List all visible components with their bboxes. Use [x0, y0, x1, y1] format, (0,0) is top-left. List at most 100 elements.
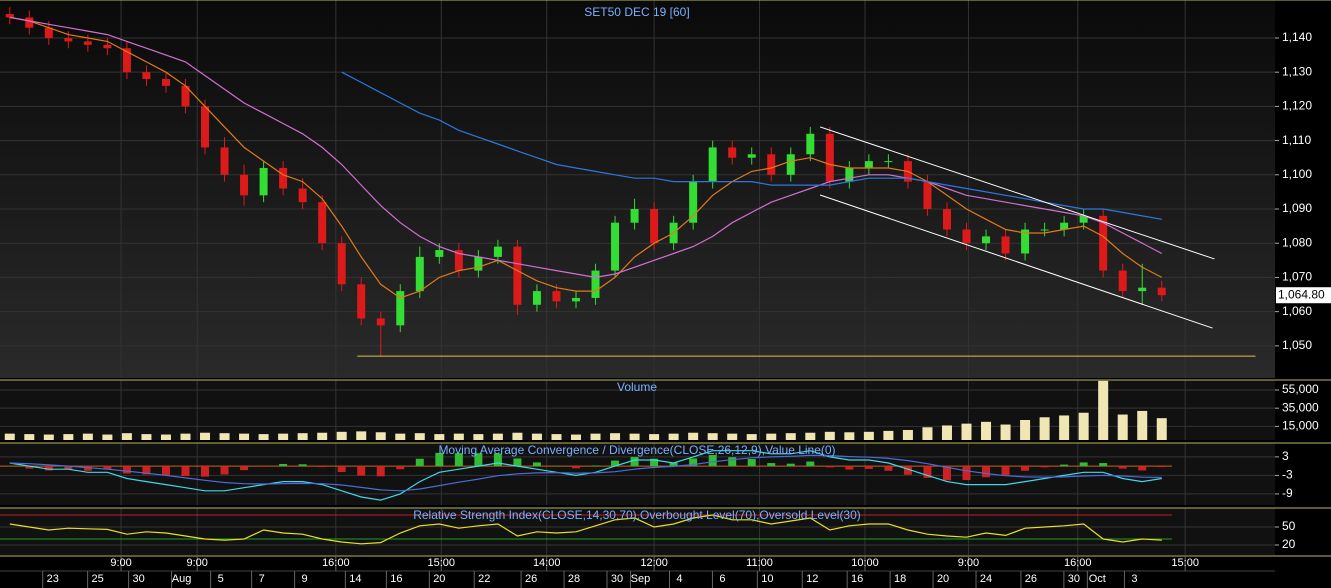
date-tick-label: 26: [1025, 573, 1037, 585]
macd-histogram-bar: [571, 466, 580, 469]
candle-body: [201, 106, 210, 148]
y-tick-label: 1,090: [1282, 201, 1312, 215]
macd-histogram-bar: [1001, 466, 1010, 476]
macd-histogram-bar: [1040, 466, 1049, 468]
macd-histogram-bar: [1138, 466, 1147, 471]
candle-body: [435, 250, 444, 257]
date-tick-label: 5: [218, 573, 224, 585]
date-tick-label: 12: [806, 573, 818, 585]
volume-bar: [531, 433, 542, 440]
ma-line: [9, 514, 1162, 545]
macd-histogram-bar: [923, 466, 932, 478]
macd-histogram-bar: [298, 464, 307, 467]
candle-body: [1118, 270, 1127, 292]
ma-line: [9, 454, 1162, 492]
candle-body: [884, 161, 893, 163]
macd-histogram-bar: [474, 453, 483, 467]
y-tick-label: -9: [1282, 486, 1293, 500]
date-tick-label: Aug: [172, 573, 192, 585]
macd-histogram-bar: [611, 460, 620, 467]
y-tick-label: 1,050: [1282, 338, 1312, 352]
volume-bar: [63, 434, 74, 440]
macd-histogram-bar: [279, 463, 288, 467]
volume-bar: [746, 434, 757, 440]
volume-bar: [180, 433, 191, 440]
y-tick-label: 35,000: [1282, 400, 1319, 414]
panel-title: Relative Strength Index(CLOSE,14,30,70),…: [413, 508, 861, 522]
volume-bar: [1156, 418, 1167, 440]
x-axis-band: [0, 556, 1331, 588]
date-tick-label: 4: [676, 573, 682, 585]
candle-body: [552, 291, 561, 302]
y-tick-label: -3: [1282, 468, 1293, 482]
volume-bar: [707, 433, 718, 440]
volume-bar: [570, 434, 581, 440]
macd-histogram-bar: [942, 466, 951, 481]
macd-panel: [0, 443, 1275, 505]
y-tick-label: 1,100: [1282, 167, 1312, 181]
macd-histogram-bar: [1118, 466, 1127, 469]
time-tick-label: 9:00: [186, 557, 207, 569]
y-tick-label: 1,080: [1282, 235, 1312, 249]
ma-line: [9, 450, 1162, 501]
volume-bar: [1039, 417, 1050, 440]
macd-histogram-bar: [786, 463, 795, 467]
volume-bar: [512, 432, 523, 440]
macd-histogram-bar: [415, 458, 424, 467]
y-tick-label: 20: [1282, 537, 1296, 551]
macd-histogram-bar: [806, 461, 815, 467]
volume-bar: [961, 423, 972, 440]
y-tick-label: 1,110: [1282, 133, 1311, 147]
candle-body: [415, 256, 424, 292]
volume-bar: [278, 433, 289, 440]
volume-bar: [824, 431, 835, 440]
macd-histogram-bar: [728, 457, 737, 467]
time-tick-label: 16:00: [1064, 557, 1092, 569]
macd-histogram-bar: [767, 463, 776, 467]
volume-bar: [1137, 410, 1148, 440]
macd-histogram-bar: [689, 458, 698, 467]
macd-histogram-bar: [259, 466, 268, 467]
candle-body: [650, 209, 659, 244]
candle-body: [806, 133, 815, 155]
date-tick-label: 16: [390, 573, 402, 585]
volume-bar: [239, 433, 250, 440]
volume-bar: [1117, 414, 1128, 440]
volume-bar: [883, 430, 894, 440]
candle-body: [122, 48, 131, 73]
date-tick-label: 3: [1131, 573, 1137, 585]
candle-body: [142, 72, 151, 80]
candle-body: [1060, 222, 1069, 230]
volume-bar: [668, 433, 679, 440]
macd-histogram-bar: [161, 466, 170, 476]
candle-body: [44, 27, 53, 38]
volume-bar: [766, 433, 777, 440]
macd-histogram-bar: [220, 466, 229, 475]
y-tick-label: 1,120: [1282, 99, 1312, 113]
candle-body: [982, 236, 991, 244]
macd-histogram-bar: [1060, 464, 1069, 467]
volume-bar: [844, 432, 855, 440]
candle-body: [942, 209, 951, 230]
candle-body: [454, 250, 463, 271]
y-tick-label: 3: [1282, 449, 1289, 463]
date-tick-label: 30: [133, 573, 145, 585]
macd-histogram-bar: [903, 466, 912, 475]
candle-body: [1079, 215, 1088, 223]
macd-histogram-bar: [376, 466, 385, 477]
macd-histogram-bar: [337, 466, 346, 472]
date-tick-label: Oct: [1089, 573, 1106, 585]
volume-bar: [297, 433, 308, 440]
date-tick-label: 25: [92, 573, 104, 585]
candle-body: [571, 297, 580, 302]
candle-body: [767, 154, 776, 175]
time-tick-label: 9:00: [958, 557, 979, 569]
candle-body: [337, 243, 346, 285]
time-tick-label: 11:00: [746, 557, 773, 569]
volume-bar: [590, 433, 601, 440]
macd-histogram-bar: [83, 466, 92, 471]
candle-body: [103, 44, 112, 49]
macd-histogram-bar: [201, 466, 210, 477]
macd-histogram-bar: [630, 456, 639, 467]
macd-histogram-bar: [864, 466, 873, 469]
